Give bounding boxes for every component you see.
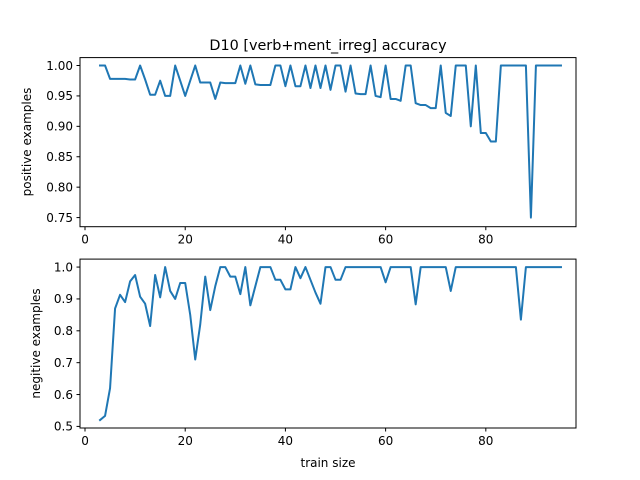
top-x-ticks: 0 20 40 60 80 [81,226,493,247]
bottom-y-axis-label: negitive examples [29,288,43,398]
bottom-x-tick-label: 40 [278,434,293,448]
top-y-tick-label: 0.90 [46,120,73,134]
bottom-plot-layer [98,266,562,422]
bottom-accuracy-line [98,266,562,422]
bottom-y-tick-label: 1.0 [54,260,73,274]
bottom-axes-frame [79,258,577,429]
top-y-ticks: 0.75 0.80 0.85 0.90 0.95 1.00 [46,59,80,225]
top-x-tick-label: 0 [81,233,89,247]
bottom-y-tick-label: 0.9 [54,292,73,306]
bottom-y-tick-label: 0.6 [54,388,73,402]
top-y-tick-label: 1.00 [46,59,73,73]
top-x-tick-label: 20 [178,233,193,247]
bottom-panel: 0 20 40 60 80 0.5 0.6 0.7 0.8 0.9 1.0 negitive ex… [29,258,577,470]
top-y-axis-label: positive examples [20,88,34,197]
bottom-x-ticks: 0 20 40 60 80 [81,428,493,448]
top-y-tick-label: 0.85 [46,150,73,164]
bottom-y-ticks: 0.5 0.6 0.7 0.8 0.9 1.0 [54,260,80,434]
bottom-x-tick-label: 80 [478,434,493,448]
top-y-tick-label: 0.80 [46,180,73,194]
top-x-tick-label: 40 [278,233,293,247]
top-y-tick-label: 0.95 [46,89,73,103]
bottom-y-tick-label: 0.7 [54,356,73,370]
bottom-y-tick-label: 0.8 [54,324,73,338]
top-x-tick-label: 80 [478,233,493,247]
bottom-x-tick-label: 60 [378,434,393,448]
x-axis-label: train size [300,456,355,470]
bottom-x-tick-label: 0 [81,434,89,448]
top-accuracy-line [99,64,562,219]
chart-title: D10 [verb+ment_irreg] accuracy [209,38,447,54]
bottom-x-tick-label: 20 [178,434,193,448]
bottom-y-tick-label: 0.5 [54,420,73,434]
top-axes-frame [79,57,577,228]
top-x-tick-label: 60 [378,233,393,247]
top-y-tick-label: 0.75 [46,211,73,225]
top-panel: 0 20 40 60 80 0.75 0.80 0.85 0.90 0.95 1.00 posit… [20,57,577,247]
top-plot-layer [99,64,562,219]
